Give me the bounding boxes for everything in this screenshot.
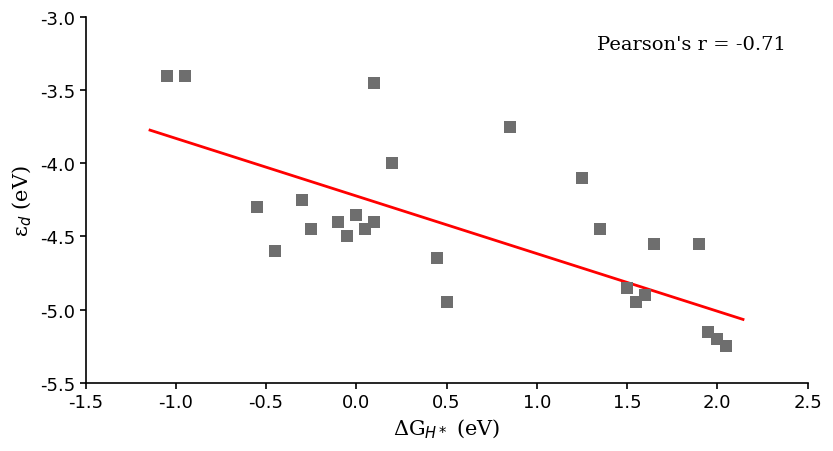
X-axis label: ΔG$_{{H*}}$ (eV): ΔG$_{{H*}}$ (eV) [393, 417, 500, 440]
Point [305, 226, 318, 233]
Point [367, 219, 381, 226]
Y-axis label: ε$_d$ (eV): ε$_d$ (eV) [11, 165, 34, 236]
Point [367, 80, 381, 87]
Point [593, 226, 606, 233]
Text: Pearson's r = -0.71: Pearson's r = -0.71 [597, 37, 786, 54]
Point [178, 73, 192, 80]
Point [350, 212, 363, 219]
Point [386, 161, 399, 168]
Point [638, 292, 651, 299]
Point [701, 328, 715, 336]
Point [692, 241, 706, 248]
Point [160, 73, 173, 80]
Point [720, 343, 733, 350]
Point [630, 299, 643, 306]
Point [647, 241, 661, 248]
Point [332, 219, 345, 226]
Point [440, 299, 453, 306]
Point [268, 248, 282, 255]
Point [621, 285, 634, 292]
Point [296, 197, 309, 204]
Point [431, 255, 444, 262]
Point [341, 233, 354, 240]
Point [576, 175, 589, 182]
Point [503, 124, 516, 131]
Point [251, 204, 264, 212]
Point [359, 226, 372, 233]
Point [711, 336, 724, 343]
